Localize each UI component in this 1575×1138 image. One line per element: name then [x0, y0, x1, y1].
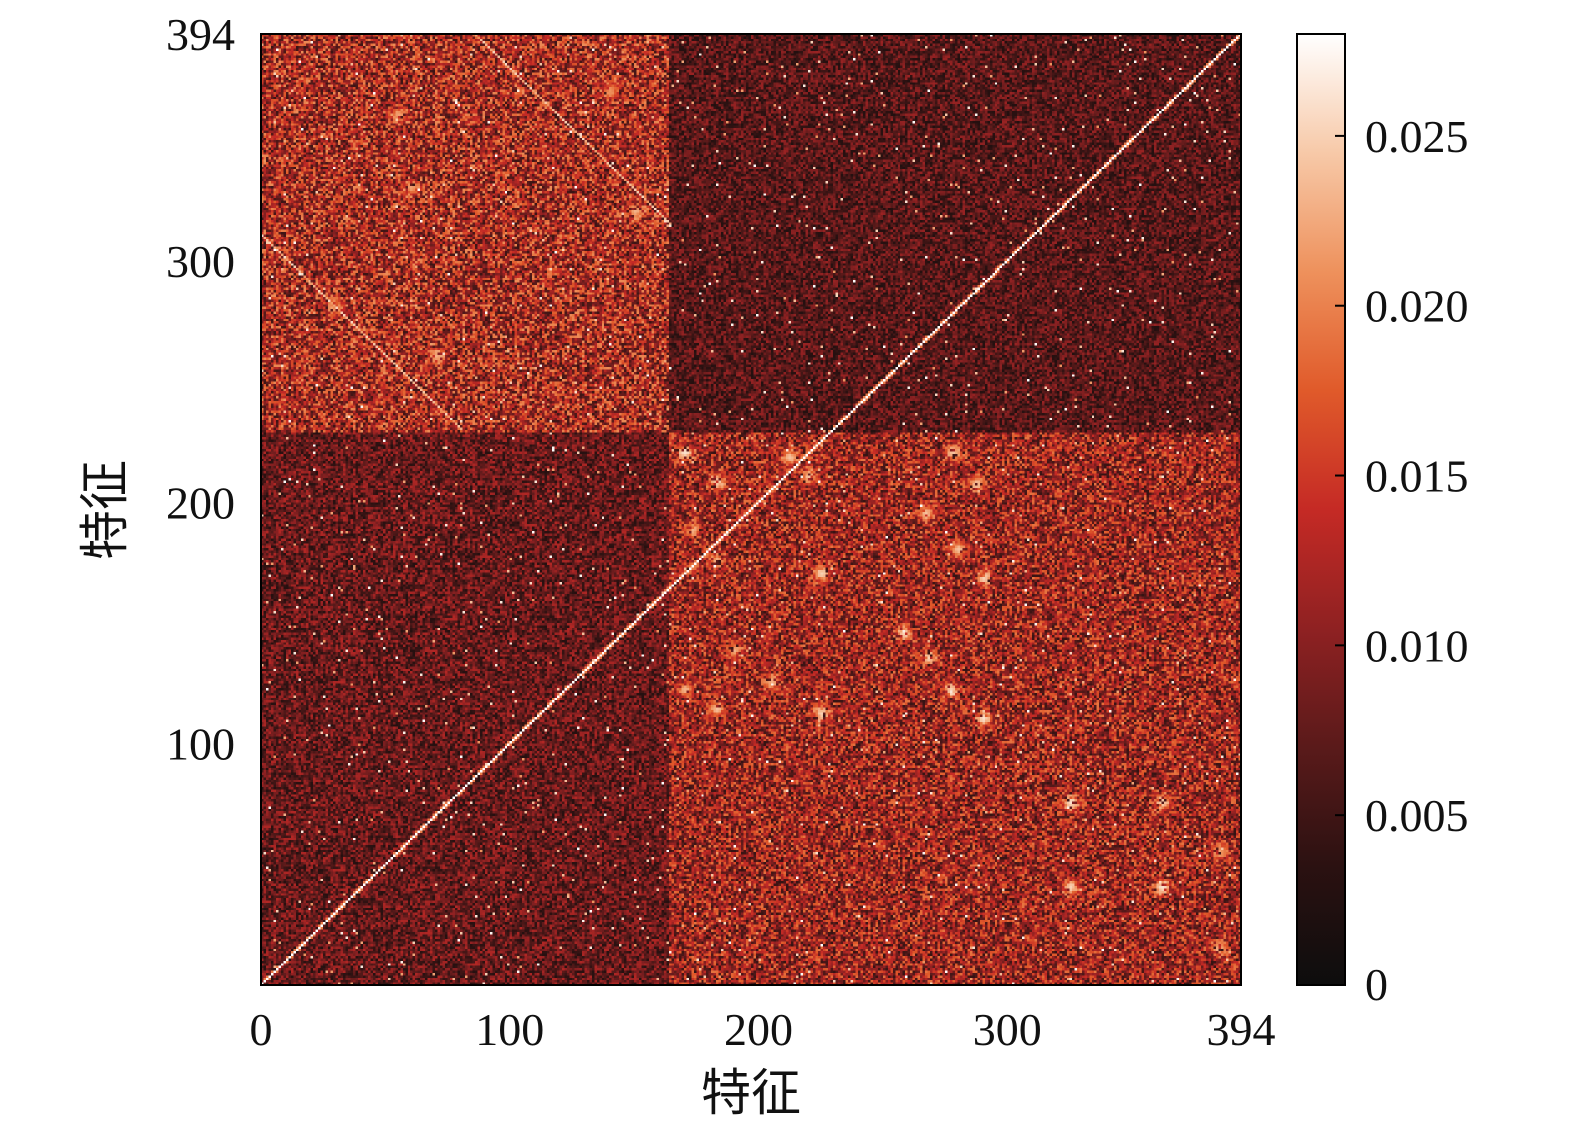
- colorbar-tick-label: 0.015: [1365, 451, 1469, 502]
- x-tick-label: 100: [475, 1004, 544, 1055]
- y-tick-label: 100: [166, 719, 235, 770]
- x-tick-label: 200: [724, 1004, 793, 1055]
- y-tick-label: 300: [166, 236, 235, 287]
- x-axis-label: 特征: [701, 1065, 801, 1121]
- x-axis-ticks: 0 100 200 300 394: [250, 1004, 1276, 1055]
- colorbar-gradient: [1297, 34, 1345, 985]
- plot-frame: [260, 33, 1242, 986]
- y-axis-label: 特征: [77, 460, 133, 560]
- colorbar: 0 0.005 0.010 0.015 0.020 0.025: [1296, 33, 1469, 1010]
- colorbar-frame: [1296, 33, 1346, 986]
- heatmap-cells: [261, 34, 1241, 985]
- y-axis-ticks: 100 200 300 394: [166, 9, 235, 770]
- colorbar-tick-label: 0.005: [1365, 790, 1469, 841]
- x-tick-label: 300: [973, 1004, 1042, 1055]
- heatmap-plot-area: [260, 33, 1242, 986]
- x-tick-label: 0: [250, 1004, 273, 1055]
- colorbar-tick-label: 0: [1365, 959, 1388, 1010]
- colorbar-tick-label: 0.025: [1365, 111, 1469, 162]
- colorbar-tick-label: 0.010: [1365, 620, 1469, 671]
- y-tick-label: 200: [166, 477, 235, 528]
- x-tick-label: 394: [1207, 1004, 1276, 1055]
- colorbar-tick-label: 0.020: [1365, 281, 1469, 332]
- colorbar-ticks: 0 0.005 0.010 0.015 0.020 0.025: [1335, 111, 1469, 1010]
- y-tick-label: 394: [166, 9, 235, 60]
